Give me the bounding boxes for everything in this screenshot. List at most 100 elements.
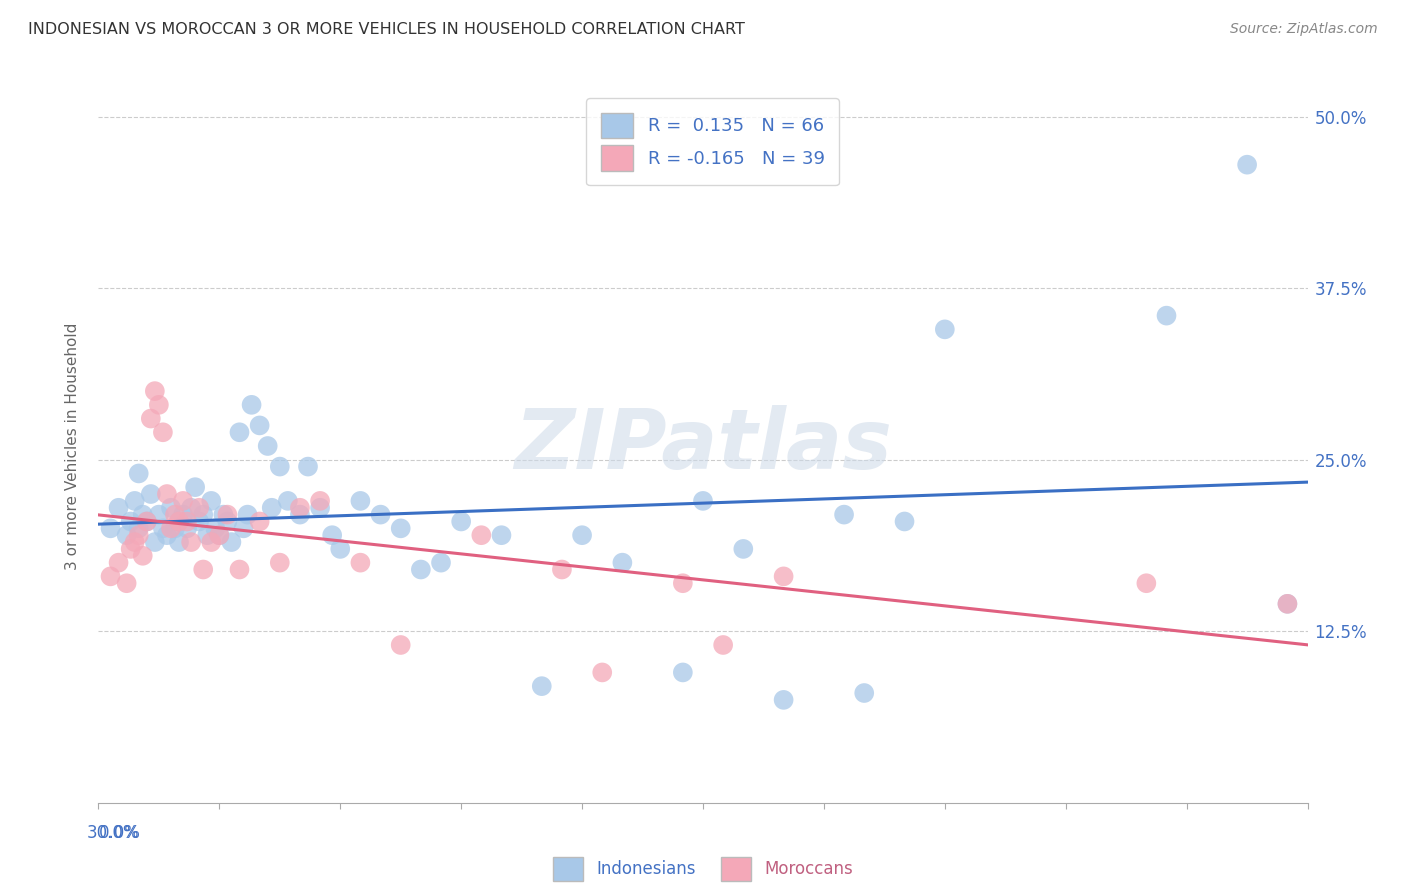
Point (571, 528, 593, 542)
Point (128, 528, 150, 542)
Point (124, 494, 146, 508)
Point (193, 508, 215, 522)
Point (1156, 309, 1178, 323)
Point (208, 528, 231, 542)
Point (143, 535, 166, 549)
Point (236, 508, 259, 522)
Text: 30.0%: 30.0% (86, 824, 139, 842)
Point (172, 494, 194, 508)
Point (176, 515, 198, 529)
Point (212, 508, 235, 522)
Point (733, 541, 755, 556)
Point (200, 535, 222, 549)
Point (160, 500, 183, 515)
Point (195, 528, 218, 542)
Point (124, 535, 146, 549)
Point (120, 515, 142, 529)
Point (591, 665, 613, 680)
Point (167, 515, 190, 529)
Point (152, 521, 174, 535)
Point (491, 528, 513, 542)
Point (132, 508, 155, 522)
Point (672, 665, 695, 680)
Point (163, 508, 186, 522)
Point (180, 535, 202, 549)
Point (167, 515, 190, 529)
Point (184, 480, 207, 494)
Point (277, 494, 299, 508)
Point (297, 459, 319, 474)
Point (156, 528, 179, 542)
Point (139, 411, 162, 425)
Point (172, 508, 194, 522)
Point (180, 500, 202, 515)
Point (100, 521, 122, 535)
Point (832, 508, 855, 522)
Point (188, 500, 211, 515)
Point (269, 556, 291, 570)
Point (143, 384, 166, 398)
Point (260, 500, 283, 515)
Point (288, 500, 311, 515)
Point (200, 494, 222, 508)
Point (692, 494, 714, 508)
Point (309, 494, 332, 508)
Point (1236, 158, 1258, 172)
Point (107, 556, 129, 570)
Point (139, 487, 162, 501)
Point (163, 521, 186, 535)
Text: Source: ZipAtlas.com: Source: ZipAtlas.com (1230, 22, 1378, 37)
Point (934, 322, 956, 336)
Point (256, 439, 278, 453)
Point (389, 521, 412, 535)
Point (135, 515, 157, 529)
Point (156, 487, 179, 501)
Point (349, 556, 371, 570)
Point (132, 549, 155, 563)
Point (269, 459, 291, 474)
Point (232, 521, 254, 535)
Point (772, 693, 794, 707)
Point (551, 562, 574, 576)
Point (188, 515, 211, 529)
Point (148, 508, 170, 522)
Point (228, 425, 250, 440)
Text: INDONESIAN VS MOROCCAN 3 OR MORE VEHICLES IN HOUSEHOLD CORRELATION CHART: INDONESIAN VS MOROCCAN 3 OR MORE VEHICLE… (28, 22, 745, 37)
Point (1135, 576, 1157, 591)
Point (309, 500, 332, 515)
Point (176, 521, 198, 535)
Point (672, 576, 695, 591)
Y-axis label: 3 or more Vehicles in Household: 3 or more Vehicles in Household (65, 322, 80, 570)
Point (167, 535, 190, 549)
Point (249, 418, 271, 433)
Point (107, 500, 129, 515)
Point (249, 515, 271, 529)
Point (329, 541, 352, 556)
Text: 0.0%: 0.0% (98, 824, 141, 842)
Point (893, 515, 915, 529)
Point (115, 528, 138, 542)
Point (221, 535, 243, 549)
Point (470, 528, 492, 542)
Point (288, 508, 311, 522)
Point (772, 569, 794, 583)
Point (389, 638, 412, 652)
Point (148, 398, 170, 412)
Text: ZIPatlas: ZIPatlas (515, 406, 891, 486)
Point (193, 562, 215, 576)
Point (1277, 597, 1299, 611)
Point (135, 515, 157, 529)
Point (208, 528, 231, 542)
Point (240, 398, 263, 412)
Point (160, 521, 183, 535)
Point (612, 556, 634, 570)
Point (120, 541, 142, 556)
Point (321, 528, 343, 542)
Point (128, 521, 150, 535)
Point (1277, 597, 1299, 611)
Legend: Indonesians, Moroccans: Indonesians, Moroccans (547, 850, 859, 888)
Point (204, 521, 226, 535)
Point (711, 638, 734, 652)
Point (217, 515, 239, 529)
Point (217, 508, 239, 522)
